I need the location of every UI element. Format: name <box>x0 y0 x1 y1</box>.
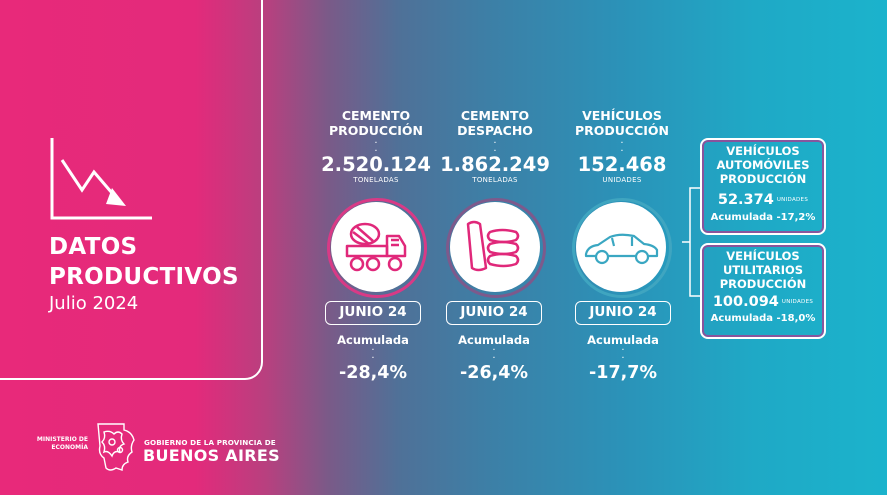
indicator-heading: CEMENTO PRODUCCIÓN <box>328 108 424 138</box>
car-icon <box>576 202 666 292</box>
title-panel <box>0 0 263 380</box>
card-value: 100.094 <box>712 294 779 310</box>
cement-mixer-truck-icon <box>331 202 421 292</box>
accumulated-vehiculos-produccion: Acumulada · · -17,7% <box>558 333 688 383</box>
indicator-cemento-produccion: CEMENTO PRODUCCIÓN · · 2.520.124 TONELADA… <box>311 108 441 185</box>
card-value: 52.374 <box>717 192 774 208</box>
icon-ring <box>446 198 546 298</box>
indicator-unit: TONELADAS <box>353 176 399 184</box>
indicator-heading: VEHÍCULOS PRODUCCIÓN <box>574 108 670 138</box>
indicator-value: 2.520.124 <box>321 153 431 176</box>
indicator-value: 1.862.249 <box>440 153 550 176</box>
indicator-vehiculos-produccion: VEHÍCULOS PRODUCCIÓN · · 152.468 UNIDADES <box>557 108 687 185</box>
ministerio-label: MINISTERIO DE ECONOMÍA <box>36 436 88 451</box>
cement-bags-icon <box>450 202 540 292</box>
card-accumulated: Acumulada -18,0% <box>710 313 816 324</box>
province-map-logo-icon <box>97 423 135 471</box>
gobierno-label: GOBIERNO DE LA PROVINCIA DE <box>144 438 276 447</box>
period-badge: JUNIO 24 <box>446 301 542 325</box>
indicator-unit: TONELADAS <box>472 176 518 184</box>
indicator-value: 152.468 <box>577 153 667 176</box>
accumulated-cemento-despacho: Acumulada · · -26,4% <box>429 333 559 383</box>
accumulated-value: -17,7% <box>589 363 657 383</box>
period-badge: JUNIO 24 <box>575 301 671 325</box>
indicator-unit: UNIDADES <box>602 176 642 184</box>
page-subtitle: Julio 2024 <box>49 293 139 314</box>
card-vehiculos-utilitarios: VEHÍCULOS UTILITARIOS PRODUCCIÓN 100.094… <box>700 243 826 339</box>
indicator-heading: CEMENTO DESPACHO <box>457 108 533 138</box>
card-vehiculos-automoviles: VEHÍCULOS AUTOMÓVILES PRODUCCIÓN 52.374 U… <box>700 138 826 235</box>
indicator-cemento-despacho: CEMENTO DESPACHO · · 1.862.249 TONELADAS <box>430 108 560 185</box>
page-title: DATOS PRODUCTIVOS <box>49 234 239 290</box>
buenos-aires-label: BUENOS AIRES <box>143 446 280 465</box>
accumulated-value: -28,4% <box>339 363 407 383</box>
card-accumulated: Acumulada -17,2% <box>710 212 816 223</box>
icon-ring <box>572 198 672 298</box>
icon-ring <box>327 198 427 298</box>
period-badge: JUNIO 24 <box>325 301 421 325</box>
bracket-connector <box>682 187 700 297</box>
accumulated-value: -26,4% <box>460 363 528 383</box>
trend-down-icon <box>50 138 152 220</box>
accumulated-cemento-produccion: Acumulada · · -28,4% <box>308 333 438 383</box>
